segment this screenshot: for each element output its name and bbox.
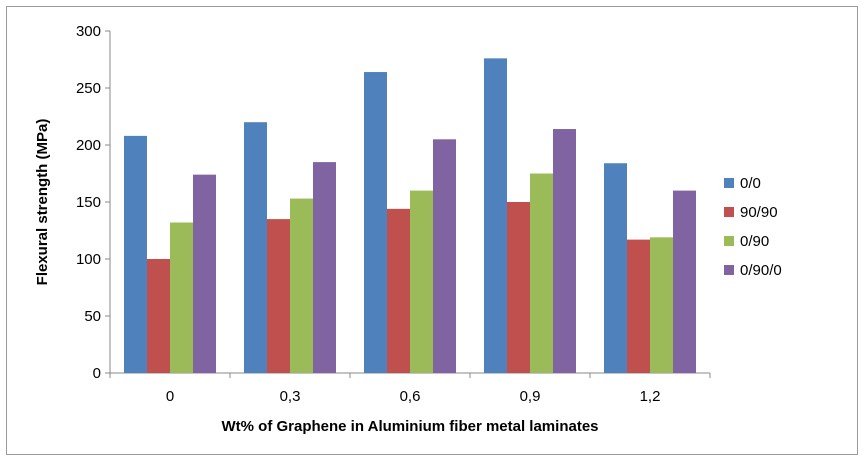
bars: [124, 58, 696, 374]
bar-0-0-4: [604, 163, 627, 373]
y-tick-label: 100: [76, 251, 101, 268]
x-axis-title: Wt% of Graphene in Aluminium fiber metal…: [222, 418, 599, 435]
legend-label: 90/90: [740, 204, 778, 221]
bar-0-0-1: [244, 122, 267, 373]
bar-0-90-0-2: [433, 139, 456, 373]
x-tick-label: 0,6: [400, 388, 421, 405]
legend-swatch: [724, 207, 734, 217]
x-tick-label: 0,3: [280, 388, 301, 405]
bar-0-0-3: [484, 58, 507, 374]
bar-0-90-0-1: [313, 162, 336, 373]
y-axis-title: Flexural strength (MPa): [34, 119, 51, 286]
legend-label: 0/0: [740, 175, 761, 192]
bar-90-90-1: [267, 219, 290, 373]
y-axis: 0 50 100 150 200 250 300: [76, 23, 111, 382]
x-tick-label: 0,9: [520, 388, 541, 405]
y-tick-label: 0: [93, 365, 101, 382]
y-tick-label: 50: [84, 308, 101, 325]
x-tick-label: 1,2: [640, 388, 661, 405]
legend-swatch: [724, 178, 734, 188]
x-tick-label: 0: [166, 388, 174, 405]
bar-90-90-2: [387, 208, 410, 373]
legend-swatch: [724, 236, 734, 246]
bar-0-90-1: [290, 198, 313, 373]
y-tick-label: 200: [76, 137, 101, 154]
bar-0-90-2: [410, 190, 433, 373]
legend-label: 0/90: [740, 233, 769, 250]
legend-swatch: [724, 265, 734, 275]
legend-label: 0/90/0: [740, 262, 782, 279]
bar-90-90-0: [147, 259, 170, 373]
bar-0-0-2: [364, 72, 387, 373]
bar-0-0-0: [124, 135, 147, 373]
bar-0-90-0-4: [673, 190, 696, 373]
bar-0-90-0-0: [193, 174, 216, 373]
y-tick-label: 300: [76, 23, 101, 40]
bar-0-90-0: [170, 222, 193, 373]
legend: 0/0 90/90 0/90 0/90/0: [724, 175, 782, 279]
bar-0-90-3: [530, 173, 553, 373]
bar-0-90-4: [650, 237, 673, 373]
y-tick-label: 250: [76, 80, 101, 97]
bar-0-90-0-3: [553, 129, 576, 373]
bar-90-90-4: [627, 239, 650, 373]
bar-90-90-3: [507, 202, 530, 373]
y-tick-label: 150: [76, 194, 101, 211]
x-axis: 0 0,3 0,6 0,9 1,2: [109, 372, 711, 405]
